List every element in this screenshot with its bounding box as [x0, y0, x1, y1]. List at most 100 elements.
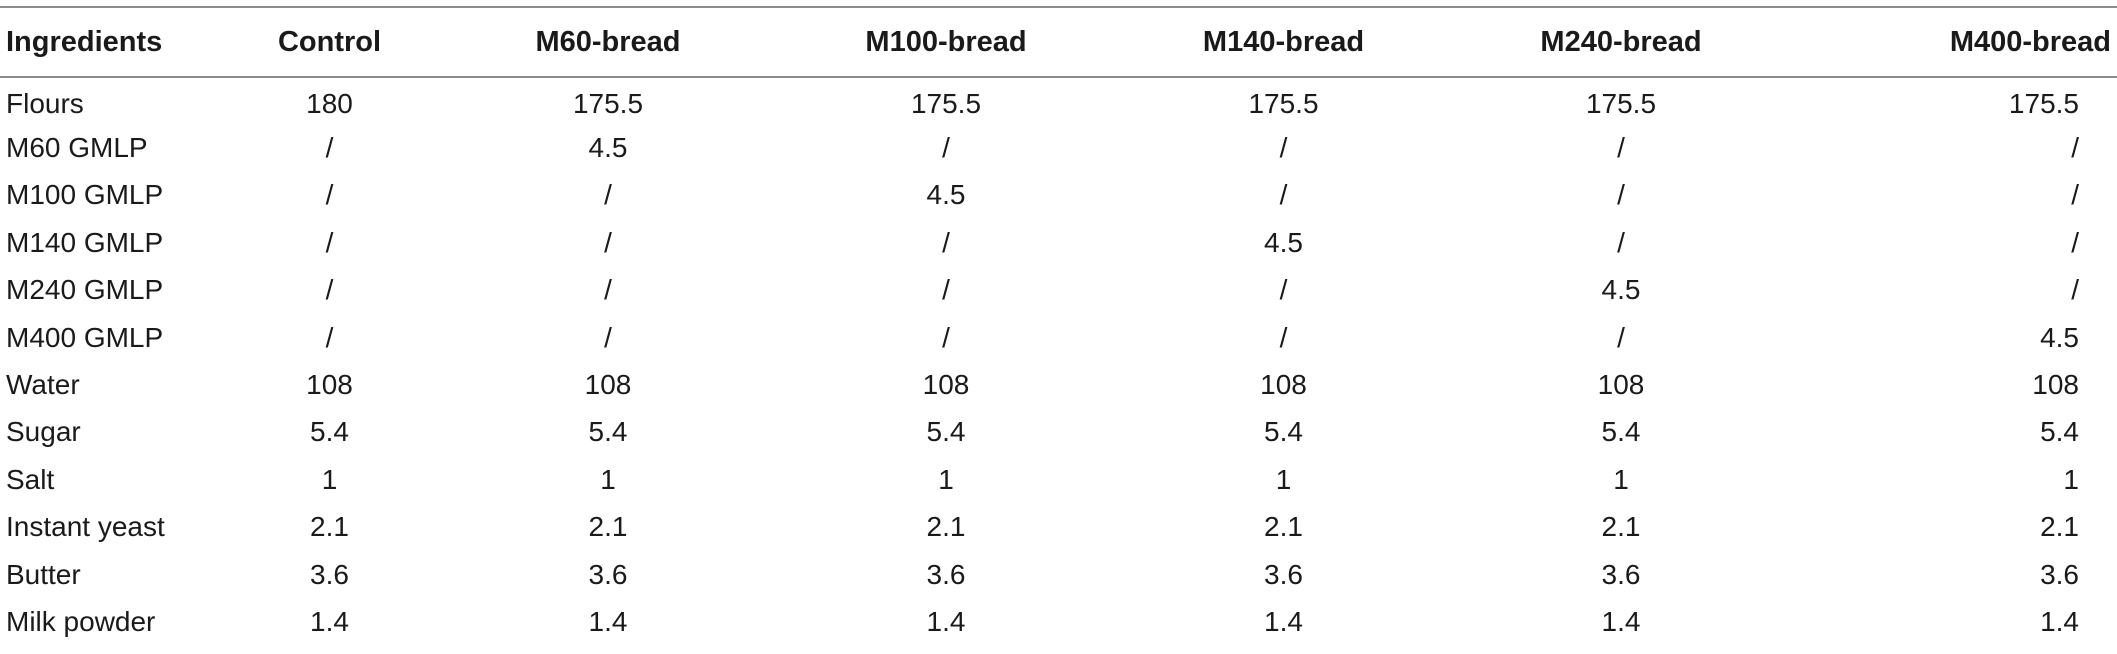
- cell-m100-bread: /: [942, 274, 950, 306]
- header-row: Ingredients Control M60-bread M100-bread…: [0, 7, 2117, 77]
- ingredients-table: Ingredients Control M60-bread M100-bread…: [0, 6, 2117, 646]
- cell-m240-bread: /: [1617, 321, 1625, 353]
- cell-m400-bread: 1.4: [2040, 605, 2079, 637]
- cell-control: 5.4: [310, 416, 349, 448]
- cell-ingredient: Butter: [6, 558, 81, 590]
- cell-ingredient: Milk powder: [6, 605, 156, 637]
- cell-m400-bread: 3.6: [2040, 558, 2079, 590]
- cell-control: 1: [321, 463, 338, 495]
- cell-m140-bread: /: [1279, 274, 1288, 306]
- header-control: Control: [277, 25, 382, 58]
- cell-ingredient: Flours: [6, 88, 84, 120]
- cell-m60-bread: 5.4: [588, 416, 628, 448]
- cell-control: 1.4: [310, 605, 349, 637]
- cell-ingredient: M240 GMLP: [6, 274, 164, 306]
- cell-m60-bread: /: [604, 321, 612, 353]
- table-row: M240 GMLP / / / / 4.5 /: [0, 267, 2117, 314]
- cell-m100-bread: 5.4: [926, 416, 966, 448]
- cell-m140-bread: /: [1279, 321, 1288, 353]
- header-m400-bread: M400-bread: [1949, 25, 2111, 58]
- cell-m140-bread: 4.5: [1264, 226, 1303, 258]
- table-row: Instant yeast 2.1 2.1 2.1 2.1 2.1 2.1: [0, 504, 2117, 551]
- cell-m60-bread: 4.5: [588, 132, 628, 164]
- cell-m100-bread: /: [942, 226, 950, 258]
- cell-m60-bread: /: [604, 179, 612, 211]
- header-m100-bread: M100-bread: [865, 25, 1027, 58]
- cell-m400-bread: 5.4: [2040, 416, 2079, 448]
- table-row: Salt 1 1 1 1 1 1: [0, 456, 2117, 503]
- cell-m100-bread: 1: [938, 463, 954, 495]
- cell-m100-bread: 4.5: [926, 179, 966, 211]
- cell-m400-bread: /: [2071, 179, 2079, 211]
- cell-m60-bread: 108: [584, 369, 632, 401]
- cell-m60-bread: 3.6: [588, 558, 628, 590]
- table-row: M140 GMLP / / / 4.5 / /: [0, 219, 2117, 266]
- cell-m240-bread: /: [1617, 132, 1625, 164]
- cell-control: /: [325, 226, 334, 258]
- cell-m400-bread: 1: [2063, 463, 2079, 495]
- table-row: M60 GMLP / 4.5 / / / /: [0, 124, 2117, 171]
- cell-m100-bread: 108: [922, 369, 970, 401]
- cell-ingredient: Salt: [6, 463, 55, 495]
- cell-m240-bread: /: [1617, 226, 1625, 258]
- cell-m400-bread: 4.5: [2040, 321, 2079, 353]
- cell-m60-bread: /: [604, 274, 612, 306]
- cell-m240-bread: 4.5: [1601, 274, 1641, 306]
- cell-m240-bread: /: [1617, 179, 1625, 211]
- cell-m140-bread: 175.5: [1248, 88, 1319, 120]
- cell-m400-bread: /: [2071, 274, 2079, 306]
- header-ingredients: Ingredients: [6, 25, 163, 58]
- cell-m400-bread: /: [2071, 132, 2079, 164]
- table-row: Milk powder 1.4 1.4 1.4 1.4 1.4 1.4: [0, 598, 2117, 645]
- cell-m240-bread: 5.4: [1601, 416, 1641, 448]
- cell-m400-bread: 175.5: [2008, 88, 2079, 120]
- header-m240-bread: M240-bread: [1540, 25, 1702, 58]
- cell-m140-bread: 3.6: [1264, 558, 1303, 590]
- cell-m400-bread: 108: [2032, 369, 2079, 401]
- cell-m100-bread: 175.5: [910, 88, 982, 120]
- cell-m140-bread: /: [1279, 179, 1288, 211]
- cell-m60-bread: 1: [600, 463, 616, 495]
- table-row: Butter 3.6 3.6 3.6 3.6 3.6 3.6: [0, 551, 2117, 598]
- cell-ingredient: M100 GMLP: [6, 179, 164, 211]
- header-m140-bread: M140-bread: [1202, 25, 1365, 58]
- cell-m140-bread: 108: [1260, 369, 1307, 401]
- cell-m100-bread: 2.1: [926, 511, 966, 543]
- cell-control: 180: [306, 88, 353, 120]
- cell-control: /: [325, 321, 334, 353]
- cell-m140-bread: /: [1279, 132, 1288, 164]
- cell-m140-bread: 1: [1275, 463, 1292, 495]
- table-header: Ingredients Control M60-bread M100-bread…: [0, 7, 2117, 77]
- cell-control: 2.1: [310, 511, 349, 543]
- cell-ingredient: Instant yeast: [6, 511, 165, 543]
- cell-m240-bread: 1: [1613, 463, 1629, 495]
- cell-m140-bread: 5.4: [1264, 416, 1303, 448]
- cell-m400-bread: 2.1: [2040, 511, 2079, 543]
- table-row: M400 GMLP / / / / / 4.5: [0, 314, 2117, 361]
- table-row: Sugar 5.4 5.4 5.4 5.4 5.4 5.4: [0, 409, 2117, 456]
- cell-m240-bread: 108: [1597, 369, 1645, 401]
- cell-m60-bread: 2.1: [588, 511, 628, 543]
- cell-m60-bread: /: [604, 226, 612, 258]
- cell-m100-bread: 3.6: [926, 558, 966, 590]
- cell-control: 108: [306, 369, 353, 401]
- table-row: Flours 180 175.5 175.5 175.5 175.5 175.5: [0, 77, 2117, 124]
- cell-ingredient: M140 GMLP: [6, 226, 164, 258]
- cell-m400-bread: /: [2071, 226, 2079, 258]
- table-row: M100 GMLP / / 4.5 / / /: [0, 172, 2117, 219]
- table-row: Water 108 108 108 108 108 108: [0, 361, 2117, 408]
- cell-ingredient: Sugar: [6, 416, 81, 448]
- cell-m240-bread: 3.6: [1601, 558, 1641, 590]
- table-body: Flours 180 175.5 175.5 175.5 175.5 175.5 M60 GM…: [0, 77, 2117, 646]
- cell-ingredient: Water: [6, 369, 80, 401]
- cell-m140-bread: 1.4: [1264, 605, 1303, 637]
- header-m60-bread: M60-bread: [535, 25, 681, 58]
- cell-m240-bread: 2.1: [1601, 511, 1641, 543]
- cell-m140-bread: 2.1: [1264, 511, 1303, 543]
- cell-m240-bread: 175.5: [1585, 88, 1657, 120]
- cell-m100-bread: 1.4: [926, 605, 966, 637]
- cell-m60-bread: 175.5: [572, 88, 644, 120]
- cell-m240-bread: 1.4: [1601, 605, 1641, 637]
- cell-ingredient: M60 GMLP: [6, 132, 148, 164]
